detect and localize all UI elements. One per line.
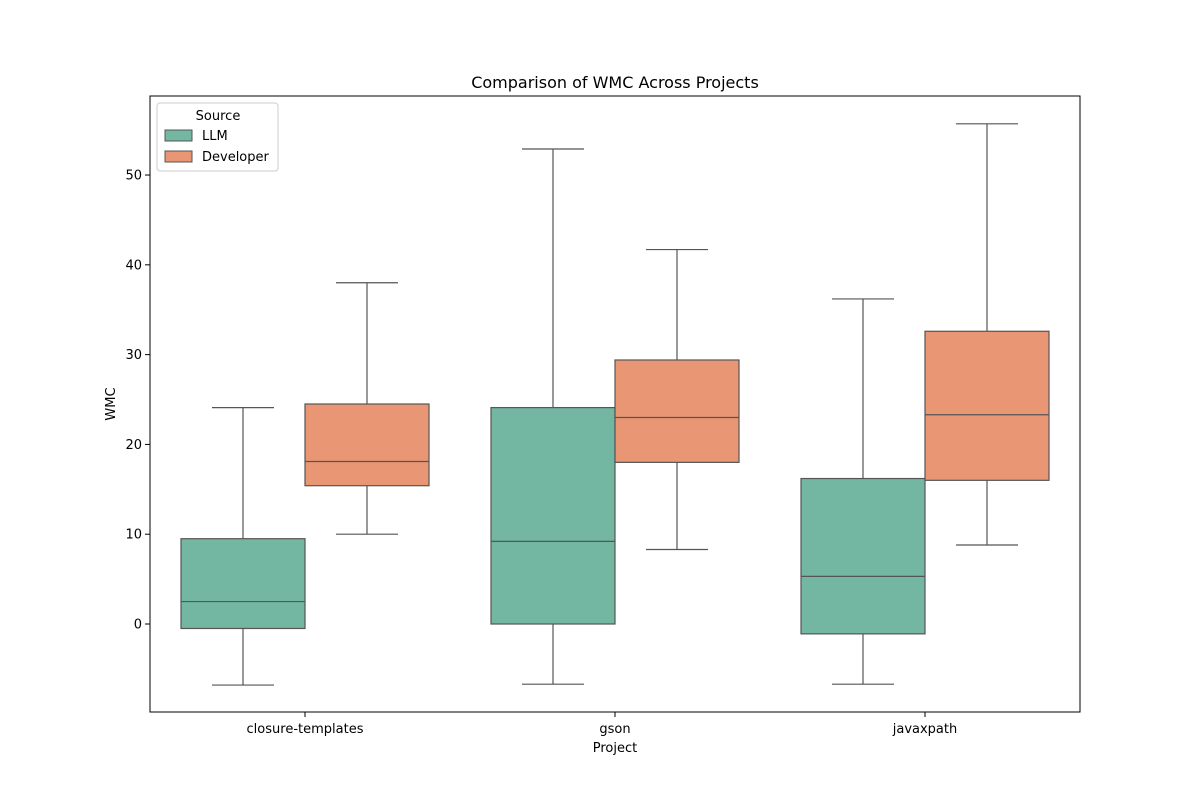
x-axis-label: Project [593, 741, 637, 756]
legend-label-llm: LLM [202, 129, 228, 144]
y-tick-label: 0 [134, 618, 142, 633]
chart-title: Comparison of WMC Across Projects [471, 73, 759, 92]
legend-title: Source [196, 109, 241, 124]
y-tick-label: 20 [125, 438, 142, 453]
x-tick-label: gson [599, 722, 630, 737]
x-axis-ticks: closure-templates gson javaxpath [247, 712, 958, 737]
y-axis-label: WMC [104, 387, 119, 420]
y-tick-label: 40 [125, 258, 142, 273]
y-tick-label: 30 [125, 348, 142, 363]
legend: Source LLM Developer [156, 102, 279, 172]
closure-templates-llm-box [180, 538, 306, 630]
javaxpath-llm-box [800, 477, 926, 635]
legend-label-developer: Developer [202, 150, 270, 165]
y-tick-label: 50 [125, 169, 142, 184]
legend-swatch-llm [164, 129, 193, 142]
x-tick-label: closure-templates [247, 722, 364, 737]
y-axis-ticks: 0 10 20 30 40 50 [125, 169, 150, 633]
gson-llm-box [490, 406, 616, 625]
closure-templates-developer-box [304, 403, 430, 487]
x-tick-label: javaxpath [892, 722, 958, 737]
legend-swatch-developer [164, 150, 193, 163]
gson-developer-box [614, 359, 740, 463]
y-tick-label: 10 [125, 528, 142, 543]
javaxpath-developer-box [924, 330, 1050, 481]
box-group [180, 123, 1050, 686]
